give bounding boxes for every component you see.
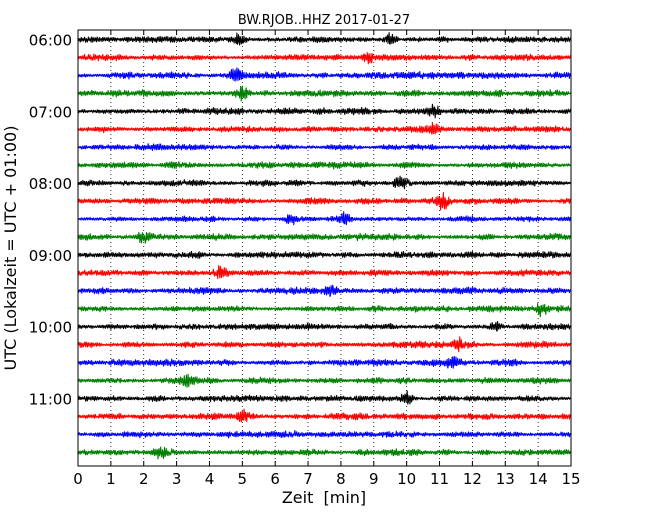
x-tick-label: 2 — [139, 470, 149, 488]
trace-row — [77, 390, 572, 405]
trace-row — [77, 250, 572, 259]
x-tick-label: 1 — [106, 470, 116, 488]
trace-row — [77, 231, 572, 244]
x-axis-ticks: 0 1 2 3 4 5 6 7 8 9 10 11 12 13 14 15 — [73, 30, 581, 488]
x-tick-label: 10 — [397, 470, 416, 488]
trace-row — [77, 408, 572, 423]
trace-row — [77, 32, 572, 46]
trace-row — [77, 356, 572, 369]
y-tick-label: 10:00 — [29, 319, 72, 337]
trace-row — [77, 430, 572, 439]
x-tick-label: 12 — [463, 470, 482, 488]
x-tick-label: 3 — [172, 470, 182, 488]
trace-row — [77, 336, 572, 353]
y-axis-ticks: 06:00 07:00 08:00 09:00 10:00 11:00 — [29, 32, 571, 409]
x-tick-label: 4 — [205, 470, 215, 488]
trace-row — [77, 302, 572, 318]
trace-row — [77, 67, 572, 82]
trace-row — [77, 446, 572, 460]
chart-title: BW.RJOB..HHZ 2017-01-27 — [238, 13, 410, 28]
x-tick-label: 6 — [270, 470, 280, 488]
x-axis-label: Zeit [min] — [282, 488, 366, 507]
x-tick-label: 9 — [369, 470, 379, 488]
trace-row — [77, 211, 572, 226]
x-tick-label: 5 — [238, 470, 248, 488]
trace-row — [77, 264, 572, 279]
x-tick-label: 14 — [529, 470, 548, 488]
trace-row — [77, 85, 572, 102]
trace-row — [77, 121, 572, 135]
trace-row — [77, 192, 572, 211]
trace-row — [77, 161, 572, 170]
y-tick-label: 09:00 — [29, 247, 72, 265]
trace-row — [77, 52, 572, 65]
trace-row — [77, 373, 572, 388]
trace-row — [77, 175, 572, 190]
y-tick-label: 11:00 — [29, 391, 72, 409]
y-tick-label: 06:00 — [29, 32, 72, 50]
x-tick-label: 15 — [561, 470, 580, 488]
x-tick-label: 7 — [303, 470, 313, 488]
grid-lines — [110, 30, 539, 466]
x-tick-label: 8 — [336, 470, 346, 488]
y-tick-label: 08:00 — [29, 175, 72, 193]
x-tick-label: 0 — [73, 470, 83, 488]
x-tick-label: 11 — [430, 470, 449, 488]
y-tick-label: 07:00 — [29, 103, 72, 121]
trace-row — [77, 284, 572, 298]
plot-frame — [77, 29, 572, 467]
seismic-traces — [77, 32, 572, 460]
y-axis-label: UTC (Lokalzeit = UTC + 01:00) — [1, 126, 20, 371]
x-tick-label: 13 — [496, 470, 515, 488]
trace-row — [77, 143, 572, 152]
trace-row — [77, 320, 572, 332]
trace-row — [77, 103, 572, 119]
